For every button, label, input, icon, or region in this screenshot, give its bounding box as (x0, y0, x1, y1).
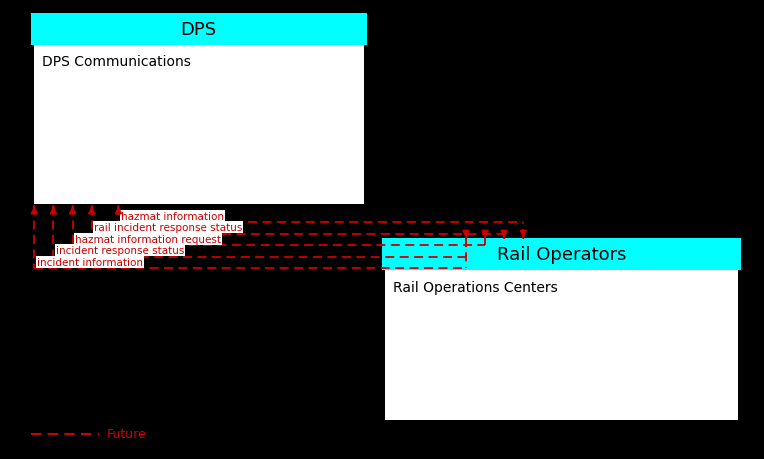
Text: hazmat information: hazmat information (121, 211, 224, 221)
Text: DPS: DPS (180, 21, 217, 39)
Text: incident information: incident information (37, 257, 143, 267)
Text: DPS Communications: DPS Communications (42, 55, 191, 69)
Bar (382, 239, 741, 271)
Text: Rail Operations Centers: Rail Operations Centers (393, 280, 558, 294)
Text: rail incident response status: rail incident response status (94, 223, 242, 233)
Bar (31, 14, 367, 207)
Text: Rail Operators: Rail Operators (497, 246, 626, 264)
Text: incident response status: incident response status (56, 246, 184, 256)
Bar (385, 271, 738, 420)
Text: Future: Future (107, 427, 147, 440)
Bar (382, 239, 741, 422)
Text: hazmat information request: hazmat information request (75, 234, 221, 244)
Bar (31, 14, 367, 46)
Bar (34, 46, 364, 205)
